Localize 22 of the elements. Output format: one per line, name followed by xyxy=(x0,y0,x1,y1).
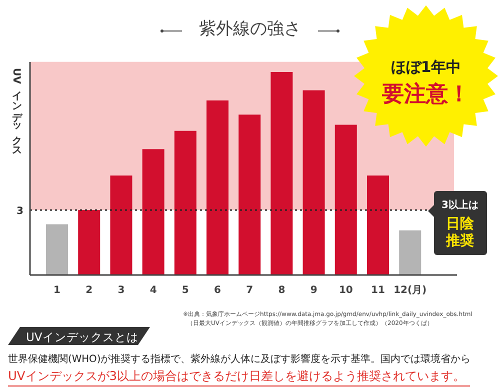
x-tick-label: 4 xyxy=(150,285,157,296)
annotation: 要注意！ xyxy=(381,81,470,107)
x-tick-label: 9 xyxy=(310,285,318,296)
x-tick-label: 12(月) xyxy=(394,285,427,296)
annotation: 3以上は xyxy=(442,199,478,211)
x-tick-label: 8 xyxy=(278,285,286,296)
text: UVインデックスとは xyxy=(26,330,138,344)
text: 3 xyxy=(16,206,24,218)
x-tick-label: 10 xyxy=(338,285,353,296)
x-tick-label: 7 xyxy=(246,285,254,296)
chart-title: 紫外線の強さ xyxy=(199,19,301,39)
x-tick-label: 11 xyxy=(371,285,385,296)
x-tick-label: 6 xyxy=(214,285,222,296)
x-tick-label: 3 xyxy=(118,285,125,296)
x-tick-label: 2 xyxy=(86,285,93,296)
annotation: 日陰推奨 xyxy=(445,216,475,249)
x-tick-label: 5 xyxy=(182,285,189,296)
x-tick-label: 1 xyxy=(54,285,61,296)
text: 世界保健機関(WHO)が推奨する指標で、紫外線が人体に及ぼす影響度を示す基準。国内では環境省から xyxy=(8,353,471,365)
annotation: ほぼ1年中 xyxy=(390,58,462,76)
y-axis-title: UVインデックス xyxy=(10,68,22,154)
text: UVインデックスが3以上の場合はできるだけ日差しを避けるよう推奨されています。 xyxy=(8,369,466,383)
